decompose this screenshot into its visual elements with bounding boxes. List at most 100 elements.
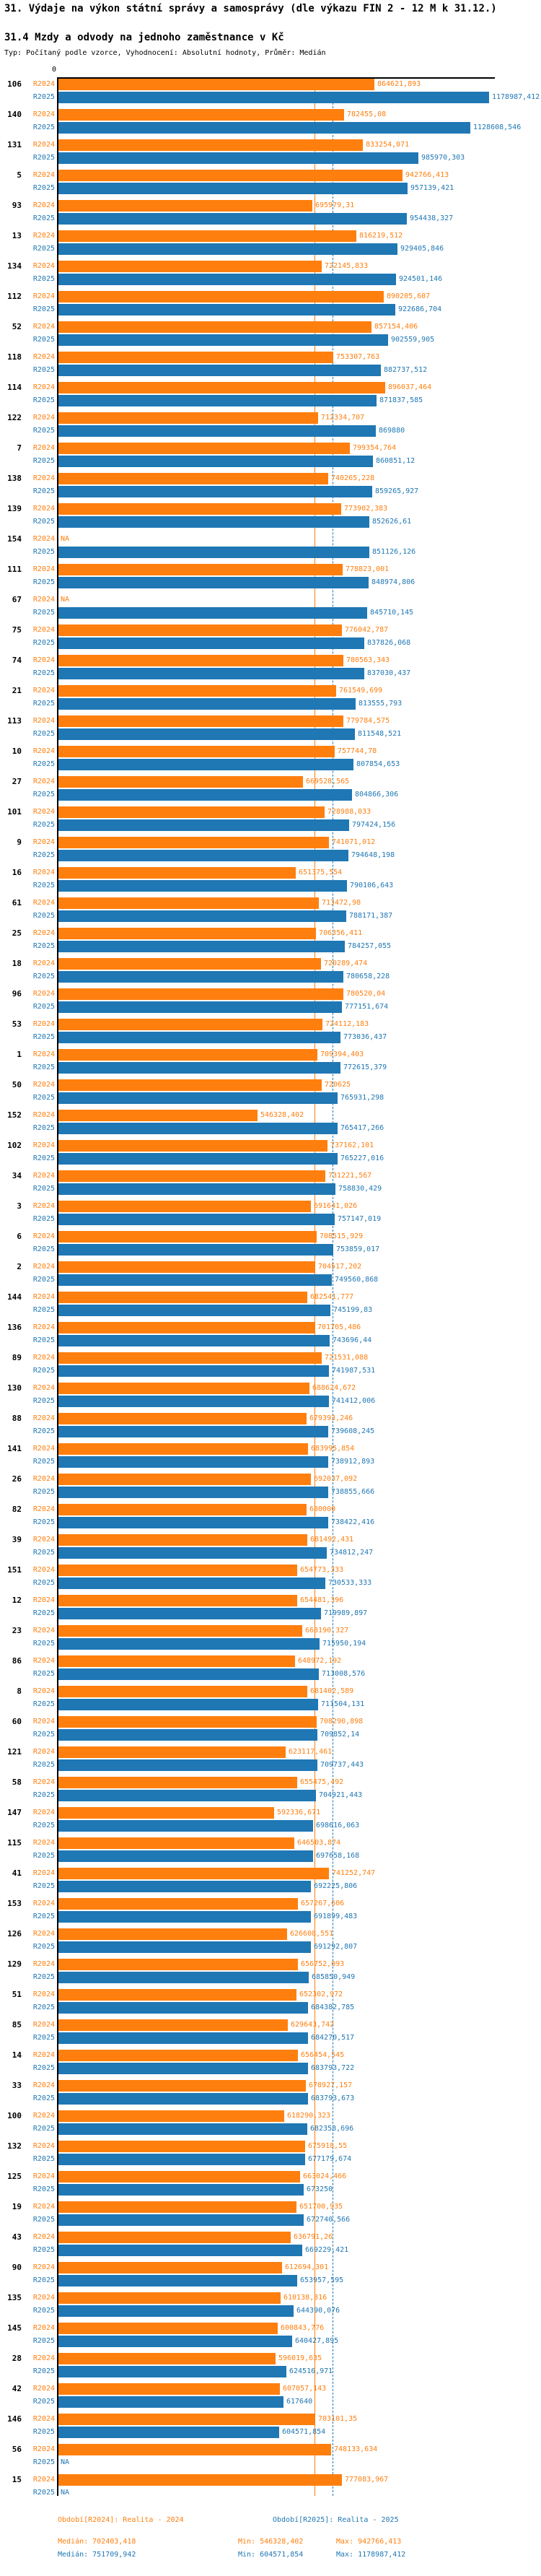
bar-line-r2024: 146 R2024 703101,35 — [0, 2414, 541, 2425]
value-label-r2025: 837030,437 — [367, 669, 411, 677]
bar-line-r2025: R2025 691899,483 — [0, 1911, 541, 1923]
bar-r2025 — [58, 1183, 335, 1195]
series-label-r2025: R2025 — [32, 1124, 55, 1132]
value-label-r2024: 596019,635 — [278, 2354, 322, 2362]
bar-r2024 — [58, 1746, 286, 1758]
bar-r2025 — [58, 274, 396, 285]
bar-line-r2025: R2025 730533,333 — [0, 1578, 541, 1589]
row-id-label: 90 — [12, 2263, 22, 2272]
value-label-r2024: 724112,183 — [325, 1020, 369, 1028]
bar-r2024 — [58, 1655, 295, 1667]
bar-r2025 — [58, 183, 408, 194]
bar-r2025 — [58, 1153, 338, 1165]
series-label-r2025: R2025 — [32, 882, 55, 889]
chart-row-pair: 135 R2024 610138,816 R2025 644390,076 — [0, 2292, 541, 2323]
bar-line-r2025: R2025 677179,674 — [0, 2154, 541, 2165]
bar-r2024 — [58, 1261, 315, 1273]
value-label-r2025: 773036,437 — [343, 1033, 387, 1041]
series-label-r2024: R2024 — [32, 1263, 55, 1271]
row-id-label: 18 — [12, 959, 22, 968]
bar-r2025 — [58, 2427, 279, 2438]
series-label-r2024: R2024 — [32, 838, 55, 846]
bar-r2024 — [58, 1383, 309, 1394]
bar-line-r2025: R2025 902559,905 — [0, 334, 541, 346]
row-id-label: 146 — [7, 2414, 22, 2424]
bar-line-r2025: R2025 765417,266 — [0, 1123, 541, 1134]
value-label-r2025: 794648,198 — [351, 851, 395, 859]
value-label-r2025: 924501,146 — [399, 275, 443, 283]
bar-line-r2024: 41 R2024 741252,747 — [0, 1868, 541, 1879]
value-label-r2024: 651375,554 — [299, 869, 343, 876]
series-label-r2025: R2025 — [32, 2337, 55, 2345]
bar-r2025 — [58, 1335, 330, 1346]
bar-r2025 — [58, 1062, 340, 1074]
bar-line-r2024: 151 R2024 654773,333 — [0, 1565, 541, 1576]
series-label-r2024: R2024 — [32, 626, 55, 634]
value-label-r2024: 623117,461 — [289, 1748, 333, 1756]
row-id-label: 82 — [12, 1505, 22, 1514]
bar-r2024 — [58, 867, 296, 879]
bar-line-r2025: R2025 713008,576 — [0, 1668, 541, 1680]
value-label-r2025: 709852,14 — [320, 1731, 360, 1739]
chart-row-pair: 14 R2024 656454,545 R2025 683793,722 — [0, 2050, 541, 2080]
bar-line-r2025: R2025 922686,704 — [0, 304, 541, 316]
bar-r2024 — [58, 1716, 317, 1728]
chart-row-pair: 19 R2024 651700,935 R2025 672740,566 — [0, 2201, 541, 2232]
series-label-r2024: R2024 — [32, 960, 55, 967]
chart-row-pair: 21 R2024 761549,699 R2025 813555,793 — [0, 685, 541, 715]
chart-row-pair: 115 R2024 646503,874 R2025 697658,168 — [0, 1837, 541, 1868]
value-label-r2024: 663024,466 — [303, 2172, 347, 2180]
bar-line-r2024: 14 R2024 656454,545 — [0, 2050, 541, 2061]
series-label-r2024: R2024 — [32, 2142, 55, 2150]
bar-r2024 — [58, 2201, 296, 2213]
value-label-r2025: 753859,017 — [336, 1245, 380, 1253]
value-label-r2025: 709737,443 — [320, 1761, 364, 1769]
bar-r2025 — [58, 759, 353, 770]
row-id-label: 13 — [12, 231, 22, 240]
row-id-label: 27 — [12, 777, 22, 786]
bar-line-r2025: R2025 871837,585 — [0, 395, 541, 406]
series-label-r2024: R2024 — [32, 2445, 55, 2453]
series-label-r2024: R2024 — [32, 2263, 55, 2271]
series-label-r2025: R2025 — [32, 548, 55, 556]
value-label-r2024: 655475,492 — [300, 1778, 344, 1786]
bar-line-r2025: R2025 653957,595 — [0, 2275, 541, 2286]
bar-r2025 — [58, 1759, 317, 1771]
chart-row-pair: 27 R2024 669528,565 R2025 804866,306 — [0, 776, 541, 806]
value-label-r2025: 683793,673 — [311, 2094, 355, 2102]
chart-row-pair: 112 R2024 890205,607 R2025 922686,704 — [0, 291, 541, 321]
bar-line-r2025: R2025 697658,168 — [0, 1850, 541, 1862]
series-label-r2025: R2025 — [32, 1185, 55, 1193]
chart-row-pair: 102 R2024 737162,101 R2025 765227,016 — [0, 1140, 541, 1170]
bar-line-r2025: R2025 848974,806 — [0, 577, 541, 588]
bar-line-r2024: 138 R2024 740265,228 — [0, 473, 541, 484]
value-label-r2025: 777151,674 — [345, 1003, 389, 1011]
value-label-r2025: 784257,055 — [348, 942, 392, 950]
value-label-r2024: 679393,246 — [309, 1414, 353, 1422]
bar-r2025 — [58, 1547, 327, 1559]
bar-r2025 — [58, 1578, 325, 1589]
bar-line-r2024: 5 R2024 942766,413 — [0, 170, 541, 181]
value-label-r2024: 703101,35 — [318, 2415, 358, 2423]
series-label-r2024: R2024 — [32, 1141, 55, 1149]
bar-r2024 — [58, 1686, 307, 1697]
value-label-r2024: 681402,589 — [310, 1687, 354, 1695]
bar-r2025 — [58, 2063, 308, 2074]
bar-r2024 — [58, 109, 344, 121]
chart-row-pair: 138 R2024 740265,228 R2025 859265,927 — [0, 473, 541, 503]
bar-line-r2024: 33 R2024 678927,157 — [0, 2080, 541, 2092]
series-label-r2025: R2025 — [32, 366, 55, 374]
value-label-r2025: 715950,194 — [322, 1640, 366, 1648]
chart-row-pair: 6 R2024 708515,929 R2025 753859,017 — [0, 1231, 541, 1261]
chart-row-pair: 56 R2024 748133,634 R2025 NA — [0, 2444, 541, 2474]
bar-r2025 — [58, 728, 355, 740]
chart-row-pair: 26 R2024 692037,092 R2025 738855,666 — [0, 1474, 541, 1504]
series-label-r2024: R2024 — [32, 1081, 55, 1089]
bar-r2024 — [58, 715, 343, 727]
bar-line-r2025: R2025 784257,055 — [0, 941, 541, 952]
bar-r2024 — [58, 1201, 311, 1212]
bar-line-r2024: 144 R2024 682541,777 — [0, 1292, 541, 1303]
value-label-r2024: 651700,935 — [299, 2203, 343, 2211]
series-label-r2025: R2025 — [32, 821, 55, 829]
series-label-r2025: R2025 — [32, 700, 55, 708]
